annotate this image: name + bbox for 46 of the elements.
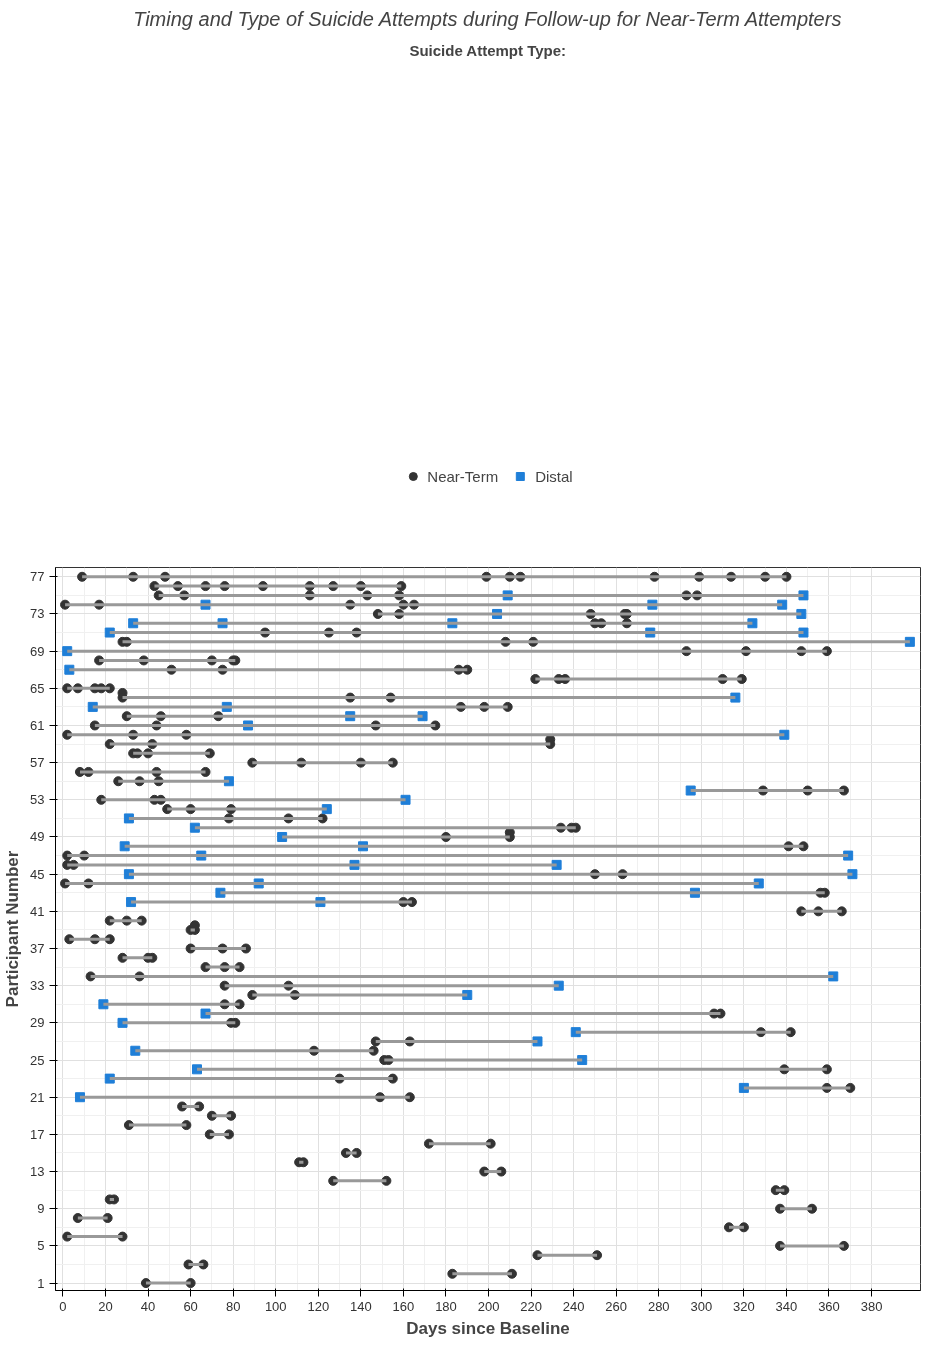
x-tick-label: 60 (183, 1298, 198, 1314)
x-tick-label: 220 (520, 1298, 542, 1314)
x-tick-label: 180 (435, 1298, 457, 1314)
x-tick-label: 240 (562, 1298, 585, 1314)
x-tick-label: 140 (350, 1298, 372, 1314)
x-tick-label: 40 (140, 1298, 156, 1314)
legend-label: Distal (535, 467, 573, 485)
y-tick-label: 61 (30, 717, 45, 733)
x-tick-label: 200 (477, 1298, 500, 1314)
x-tick-label: 100 (264, 1298, 287, 1314)
y-tick-label: 33 (30, 978, 45, 994)
y-tick-label: 9 (37, 1201, 45, 1217)
y-tick-label: 37 (30, 941, 45, 957)
x-tick-label: 120 (307, 1298, 330, 1314)
x-axis-title: Days since Baseline (406, 1318, 570, 1338)
x-tick-label: 280 (647, 1298, 670, 1314)
y-tick-label: 49 (30, 829, 45, 845)
y-tick-label: 53 (30, 792, 45, 808)
legend-label: Near-Term (427, 467, 499, 485)
y-tick-label: 13 (30, 1164, 45, 1180)
y-tick-label: 1 (37, 1275, 45, 1291)
y-tick-label: 29 (30, 1015, 45, 1031)
y-tick-label: 17 (30, 1126, 45, 1142)
y-tick-label: 73 (30, 606, 45, 622)
y-tick-label: 57 (30, 755, 45, 771)
y-tick-label: 77 (30, 569, 45, 585)
x-tick-label: 160 (392, 1298, 415, 1314)
chart-title: Timing and Type of Suicide Attempts during Follow-up for Near-Term Attempters (133, 7, 842, 30)
y-tick-label: 45 (30, 866, 45, 882)
y-tick-label: 41 (30, 903, 45, 919)
x-tick-label: 380 (860, 1298, 883, 1314)
y-axis-title: Participant Number (3, 850, 23, 1008)
y-tick-label: 69 (30, 643, 45, 659)
y-tick-label: 25 (30, 1052, 45, 1068)
y-tick-label: 21 (30, 1089, 45, 1105)
x-tick-label: 80 (225, 1298, 241, 1314)
x-tick-label: 260 (605, 1298, 628, 1314)
x-tick-label: 360 (818, 1298, 840, 1314)
x-tick-label: 340 (775, 1298, 798, 1314)
legend-title: Suicide Attempt Type: (409, 41, 567, 59)
y-tick-label: 65 (30, 680, 45, 696)
x-tick-label: 300 (690, 1298, 713, 1314)
x-tick-label: 20 (98, 1298, 113, 1314)
y-tick-label: 5 (37, 1238, 45, 1254)
x-tick-label: 320 (733, 1298, 755, 1314)
x-tick-label: 0 (59, 1298, 67, 1314)
